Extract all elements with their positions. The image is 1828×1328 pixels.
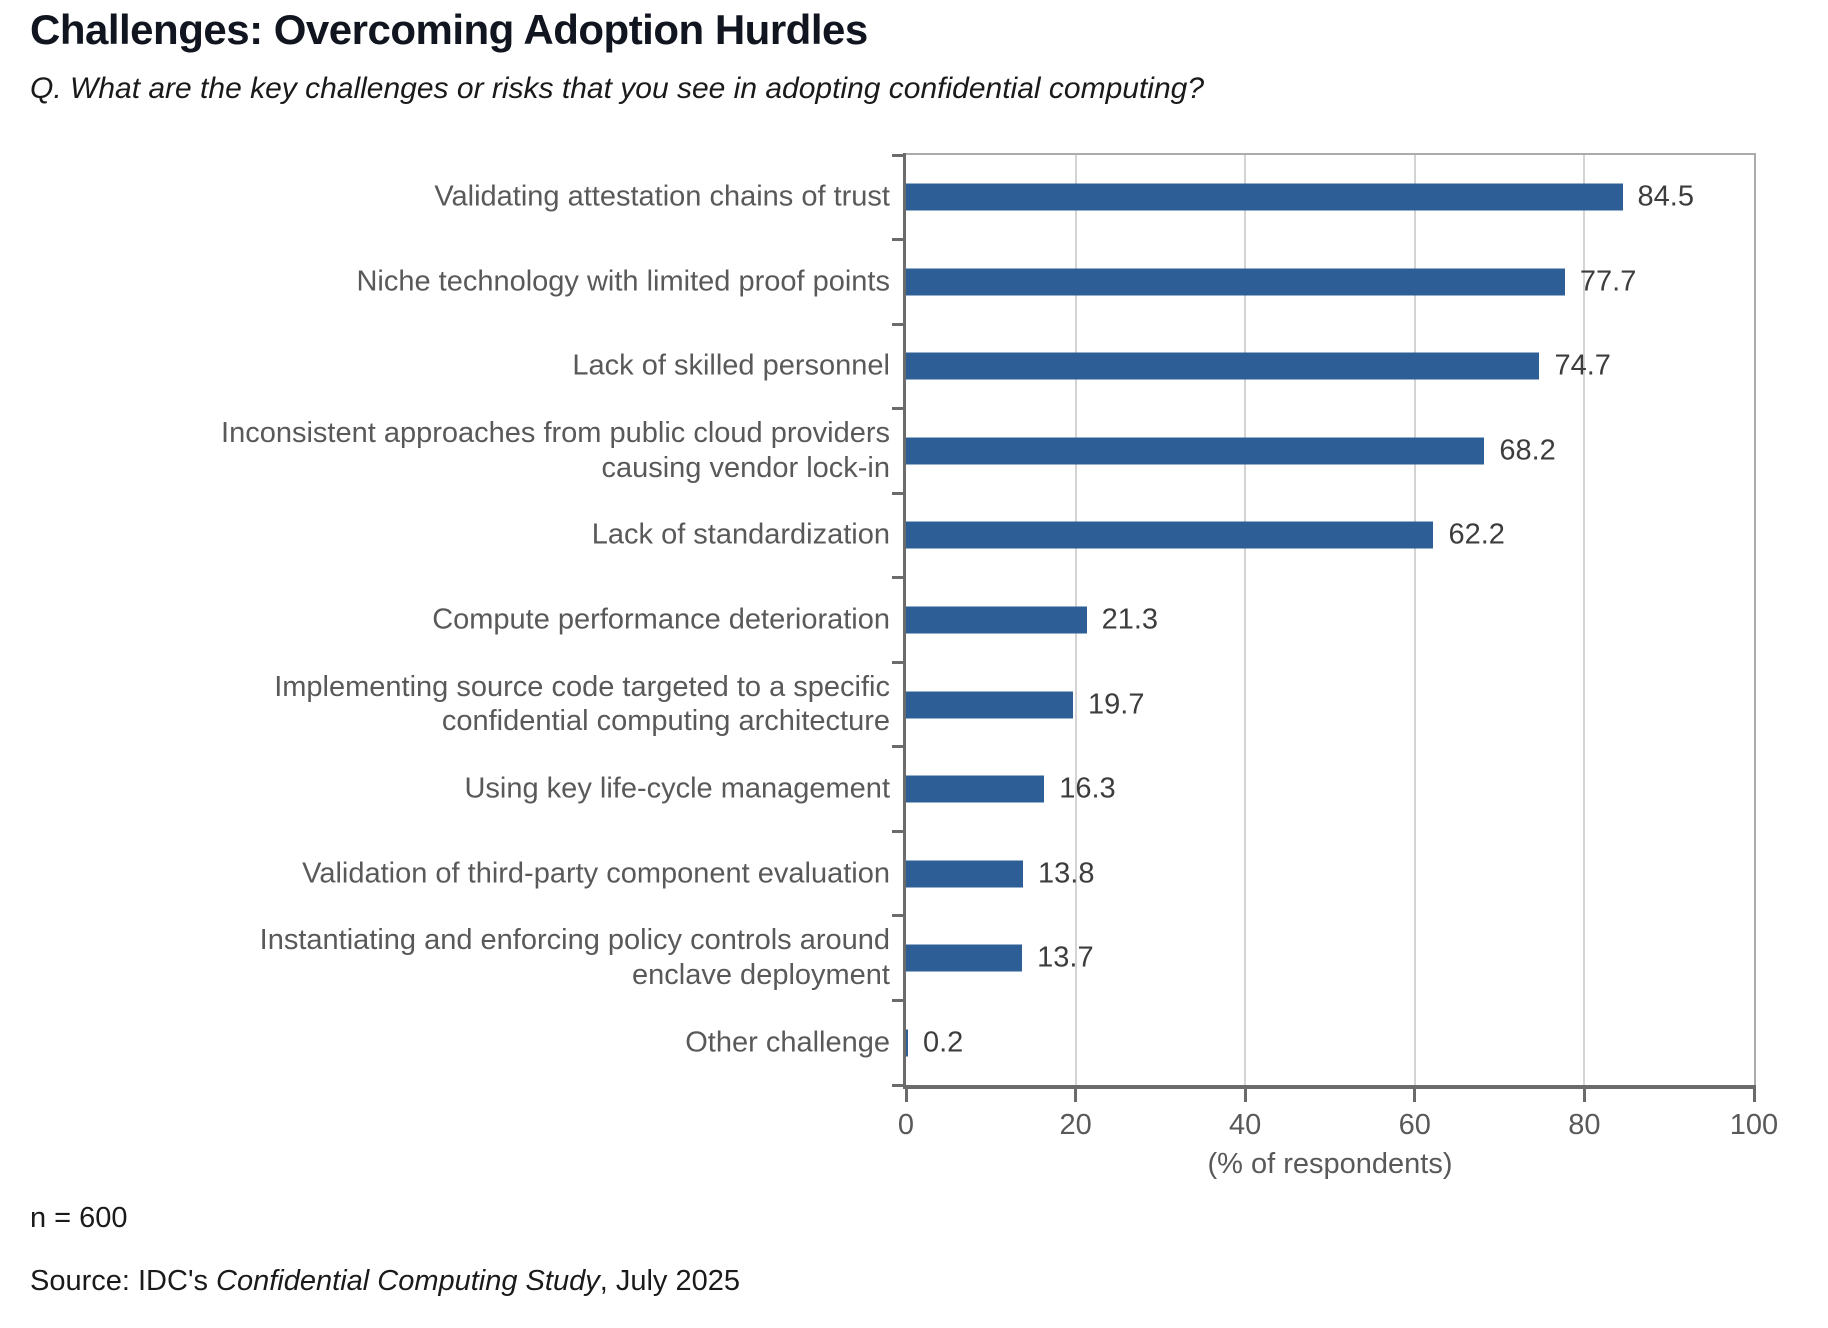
page-title: Challenges: Overcoming Adoption Hurdles xyxy=(30,6,868,53)
bar xyxy=(906,944,1023,972)
gridline-40 xyxy=(1244,155,1247,1085)
bar xyxy=(906,1029,908,1057)
category-label: Instantiating and enforcing policy contr… xyxy=(259,924,890,992)
y-axis-tick xyxy=(892,745,903,749)
y-axis-line xyxy=(903,153,906,1087)
value-label: 16.3 xyxy=(1059,772,1116,805)
bar xyxy=(906,183,1623,211)
bar xyxy=(906,606,1087,634)
value-label: 74.7 xyxy=(1554,349,1611,382)
bar xyxy=(906,352,1540,380)
x-axis-line xyxy=(903,1085,1756,1089)
source-prefix: Source: IDC's xyxy=(30,1265,217,1297)
x-tick-label: 40 xyxy=(1229,1109,1262,1141)
bar xyxy=(906,691,1074,719)
category-label: Compute performance deterioration xyxy=(432,603,890,636)
category-label: Niche technology with limited proof poin… xyxy=(356,265,890,298)
x-axis-tick xyxy=(904,1089,908,1102)
x-axis-tick xyxy=(1752,1089,1756,1102)
y-axis-tick xyxy=(892,576,903,580)
y-axis-tick xyxy=(892,660,903,664)
value-label: 21.3 xyxy=(1101,603,1159,636)
y-axis-tick xyxy=(892,998,903,1002)
y-axis-tick xyxy=(892,322,903,326)
value-label: 13.7 xyxy=(1037,941,1094,974)
x-axis-tick xyxy=(1243,1089,1247,1102)
x-tick-label: 60 xyxy=(1398,1109,1431,1141)
survey-question: Q. What are the key challenges or risks … xyxy=(30,72,1204,105)
bar xyxy=(906,437,1485,465)
x-tick-label: 20 xyxy=(1059,1109,1092,1141)
y-axis-tick xyxy=(892,238,903,242)
sample-size: n = 600 xyxy=(30,1202,128,1234)
bar xyxy=(906,521,1434,549)
x-axis-tick xyxy=(1074,1089,1078,1102)
value-label: 84.5 xyxy=(1637,180,1694,213)
y-axis-tick xyxy=(892,491,903,495)
y-axis-tick xyxy=(892,1083,903,1087)
y-axis-tick xyxy=(892,407,903,411)
y-axis-tick xyxy=(892,153,903,157)
source-note: Source: IDC's Confidential Computing Stu… xyxy=(30,1265,740,1298)
value-label: 19.7 xyxy=(1088,688,1145,721)
category-label: Validating attestation chains of trust xyxy=(434,180,890,213)
category-label: Lack of standardization xyxy=(591,519,890,552)
source-study-name: Confidential Computing Study xyxy=(216,1265,600,1297)
value-label: 0.2 xyxy=(923,1026,964,1059)
bar xyxy=(906,775,1045,803)
value-label: 68.2 xyxy=(1499,434,1556,467)
category-label: Implementing source code targeted to a s… xyxy=(274,670,890,738)
x-tick-label: 0 xyxy=(897,1109,915,1141)
x-axis-tick xyxy=(1582,1089,1586,1102)
value-label: 13.8 xyxy=(1038,857,1095,890)
plot-border-top xyxy=(906,153,1756,155)
bar xyxy=(906,268,1565,296)
x-axis-title: (% of respondents) xyxy=(1207,1148,1453,1180)
category-label: Other challenge xyxy=(685,1026,890,1059)
x-tick-label: 80 xyxy=(1568,1109,1601,1141)
y-axis-tick xyxy=(892,914,903,918)
x-tick-label: 100 xyxy=(1729,1109,1779,1141)
source-suffix: , July 2025 xyxy=(599,1265,740,1297)
category-label: Inconsistent approaches from public clou… xyxy=(221,417,890,484)
value-label: 77.7 xyxy=(1579,265,1637,298)
gridline-80 xyxy=(1583,155,1586,1085)
value-label: 62.2 xyxy=(1448,518,1505,551)
plot-border-right xyxy=(1754,155,1756,1085)
category-label: Validation of third-party component eval… xyxy=(302,857,890,890)
bar xyxy=(906,860,1024,888)
y-axis-tick xyxy=(892,829,903,833)
gridline-60 xyxy=(1413,155,1416,1085)
category-label: Lack of skilled personnel xyxy=(572,349,890,382)
x-axis-tick xyxy=(1413,1089,1417,1102)
category-label: Using key life-cycle management xyxy=(464,772,890,805)
